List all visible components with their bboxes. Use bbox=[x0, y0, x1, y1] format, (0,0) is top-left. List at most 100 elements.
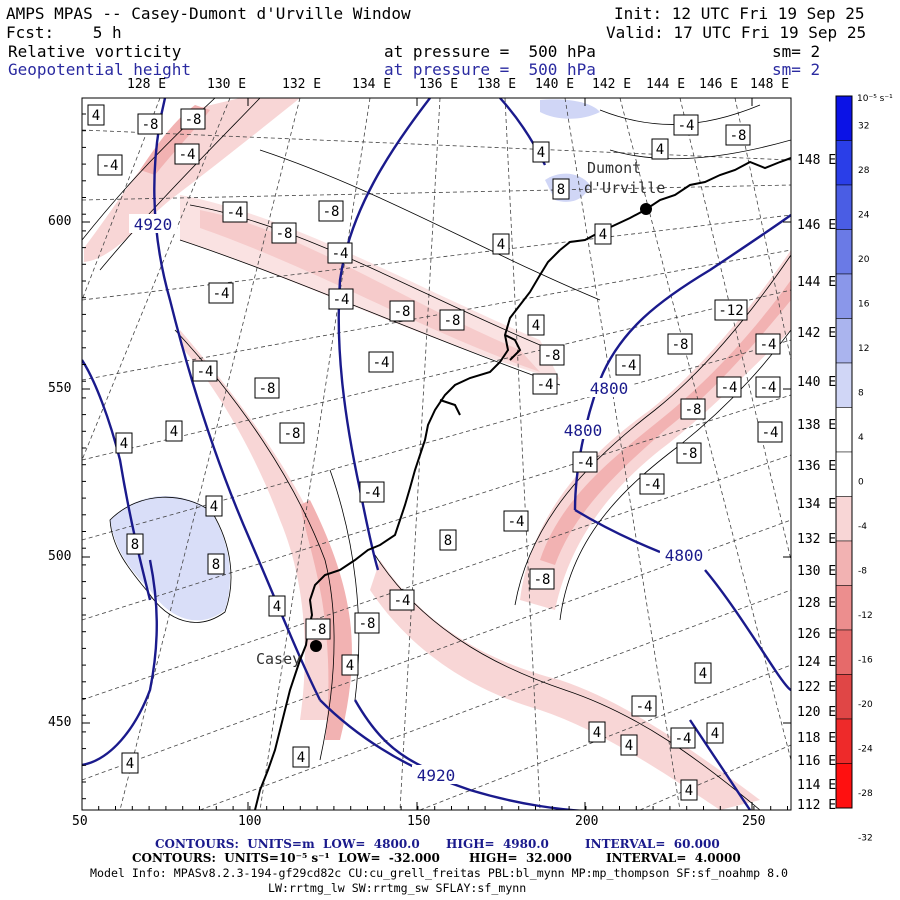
vort-label: -4 bbox=[97, 154, 123, 176]
height-contour-se-corner bbox=[689, 719, 751, 810]
vort-label: 4 bbox=[205, 495, 223, 517]
svg-text:-8: -8 bbox=[544, 348, 561, 364]
height-contour-info-c: INTERVAL= 60.000 bbox=[585, 837, 720, 851]
height-contour-info-a: CONTOURS: UNITS=m LOW= 4800.0 bbox=[155, 837, 420, 851]
svg-text:4800: 4800 bbox=[564, 421, 603, 440]
svg-text:-8: -8 bbox=[672, 337, 689, 353]
vort-label: 4 bbox=[87, 104, 105, 126]
top-lon-label: 144 E bbox=[646, 77, 686, 92]
svg-text:-4: -4 bbox=[762, 425, 779, 441]
colorbar-tick: 28 bbox=[858, 166, 870, 176]
height-contour-4920-sw bbox=[82, 559, 158, 767]
y-tick-label: 500 bbox=[48, 549, 72, 564]
height-contour-4800-east bbox=[573, 214, 791, 511]
top-lon-label: 136 E bbox=[419, 77, 459, 92]
colorbar-tick: -8 bbox=[858, 567, 867, 577]
top-lon-label: 134 E bbox=[352, 77, 392, 92]
station-dumont-marker bbox=[640, 203, 652, 215]
station-casey-label: Casey bbox=[256, 650, 301, 668]
svg-text:4920: 4920 bbox=[417, 766, 456, 785]
vort-label: -8 bbox=[680, 398, 706, 420]
right-lon-label: 148 E bbox=[797, 153, 837, 168]
svg-text:-8: -8 bbox=[323, 204, 340, 220]
colorbar-tick: -16 bbox=[858, 656, 873, 666]
vort-label: 8 bbox=[552, 178, 570, 200]
vort-label: -4 bbox=[639, 473, 665, 495]
svg-text:4800: 4800 bbox=[665, 546, 704, 565]
vort-label: -8 bbox=[137, 113, 163, 135]
svg-text:-8: -8 bbox=[310, 622, 327, 638]
right-lon-label: 140 E bbox=[797, 375, 837, 390]
colorbar-swatch bbox=[835, 229, 853, 275]
top-lon-label: 140 E bbox=[535, 77, 575, 92]
vorticity-contours bbox=[82, 98, 791, 810]
top-lon-label: 130 E bbox=[207, 77, 247, 92]
x-tick-label: 150 bbox=[407, 814, 431, 829]
colorbar-swatch bbox=[835, 674, 853, 720]
svg-text:-4: -4 bbox=[179, 147, 196, 163]
vort-label: -4 bbox=[208, 282, 234, 304]
vort-label: -8 bbox=[667, 333, 693, 355]
shade-band-southeast bbox=[370, 560, 760, 810]
right-lon-label: 114 E bbox=[797, 778, 837, 793]
right-lon-label: 128 E bbox=[797, 596, 837, 611]
svg-text:-4: -4 bbox=[227, 205, 244, 221]
svg-text:4: 4 bbox=[273, 599, 281, 615]
vort-label: -4 bbox=[359, 481, 385, 503]
right-lon-label: 138 E bbox=[797, 418, 837, 433]
height-contour-4800-se bbox=[704, 569, 791, 692]
vort-label: -8 bbox=[354, 612, 380, 634]
right-lon-label: 124 E bbox=[797, 655, 837, 670]
colorbar-tick: -32 bbox=[858, 834, 873, 844]
vort-contour-info-c: INTERVAL= 4.0000 bbox=[606, 851, 741, 865]
svg-text:-12: -12 bbox=[718, 303, 743, 319]
x-tick-label: 100 bbox=[238, 814, 262, 829]
height-label: 4800 bbox=[559, 420, 607, 440]
svg-text:4: 4 bbox=[210, 499, 218, 515]
right-lon-label: 132 E bbox=[797, 532, 837, 547]
svg-text:-4: -4 bbox=[636, 699, 653, 715]
height-label: 4920 bbox=[129, 214, 177, 234]
right-lon-label: 144 E bbox=[797, 275, 837, 290]
top-lon-label: 148 E bbox=[750, 77, 790, 92]
svg-text:-8: -8 bbox=[394, 304, 411, 320]
svg-text:-4: -4 bbox=[213, 286, 230, 302]
colorbar-swatch bbox=[835, 540, 853, 586]
plot-frame bbox=[81, 97, 792, 811]
svg-text:4: 4 bbox=[532, 318, 540, 334]
colorbar-swatch bbox=[835, 585, 853, 631]
svg-text:4: 4 bbox=[593, 725, 601, 741]
vort-label: 4 bbox=[268, 595, 286, 617]
svg-text:4: 4 bbox=[711, 726, 719, 742]
svg-text:-4: -4 bbox=[760, 337, 777, 353]
field1-smoothing: sm= 2 bbox=[772, 42, 821, 61]
svg-text:-8: -8 bbox=[142, 117, 159, 133]
vort-label: -8 bbox=[305, 618, 331, 640]
vort-label: -8 bbox=[271, 222, 297, 244]
colorbar-swatch bbox=[835, 318, 853, 364]
colorbar-tick: -20 bbox=[858, 700, 873, 710]
vort-label: 4 bbox=[341, 654, 359, 676]
svg-text:4: 4 bbox=[537, 145, 545, 161]
right-lon-label: 122 E bbox=[797, 680, 837, 695]
svg-text:4: 4 bbox=[599, 227, 607, 243]
vort-label: -8 bbox=[676, 442, 702, 464]
height-label: 4920 bbox=[412, 765, 460, 785]
field2-name: Geopotential height bbox=[8, 60, 192, 79]
svg-text:-4: -4 bbox=[721, 380, 738, 396]
vort-contour-info-b: HIGH= 32.000 bbox=[469, 851, 572, 865]
colorbar-tick: 12 bbox=[858, 344, 869, 354]
map-title: AMPS MPAS -- Casey-Dumont d'Urville Wind… bbox=[6, 4, 411, 23]
x-tick-label: 200 bbox=[575, 814, 599, 829]
height-contour-4920-west bbox=[153, 98, 322, 701]
svg-text:4: 4 bbox=[497, 237, 505, 253]
right-lon-label: 112 E bbox=[797, 798, 837, 813]
svg-text:-4: -4 bbox=[577, 455, 594, 471]
svg-text:-8: -8 bbox=[276, 226, 293, 242]
colorbar-swatch bbox=[835, 763, 853, 809]
svg-text:8: 8 bbox=[557, 182, 565, 198]
svg-text:4: 4 bbox=[92, 108, 100, 124]
vort-label: -4 bbox=[532, 373, 558, 395]
